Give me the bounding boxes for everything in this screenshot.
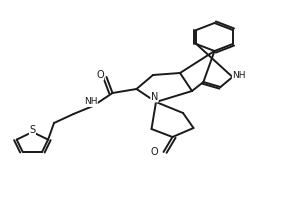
- Text: S: S: [29, 125, 35, 135]
- Text: O: O: [151, 147, 158, 157]
- Text: NH: NH: [232, 71, 246, 80]
- Text: NH: NH: [84, 98, 97, 106]
- Text: N: N: [151, 92, 158, 102]
- Text: O: O: [96, 70, 104, 80]
